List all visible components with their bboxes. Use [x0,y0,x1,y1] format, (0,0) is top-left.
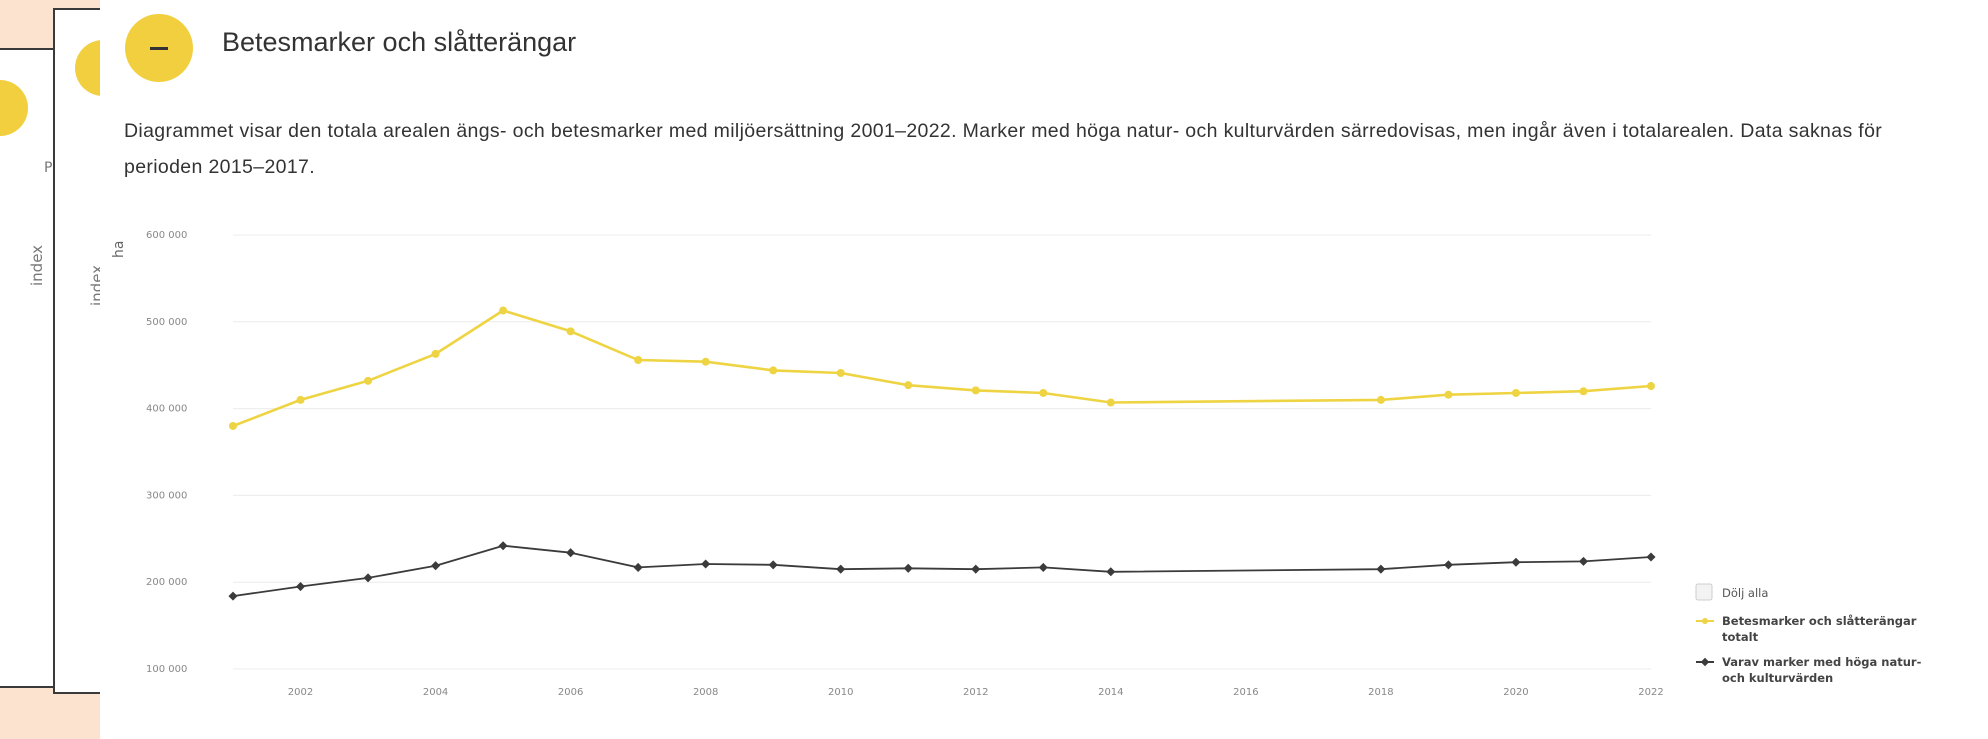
data-point-series-1[interactable] [1444,390,1453,399]
main-panel [100,0,1988,739]
data-point-series-2[interactable] [768,560,778,570]
hide-all-checkbox[interactable] [1695,583,1713,601]
data-point-series-1[interactable] [971,386,980,395]
y-tick-label: 600 000 [146,230,187,241]
data-point-series-1[interactable] [566,327,575,336]
minus-icon [150,47,168,50]
y-axis-label: ha [111,241,127,258]
legend-high-value-marker [1700,657,1710,667]
data-point-series-2[interactable] [1376,564,1386,574]
data-point-series-1[interactable] [431,349,440,358]
data-point-series-2[interactable] [566,548,576,558]
x-tick-label: 2018 [1368,687,1393,698]
data-point-series-2[interactable] [1106,567,1116,577]
data-point-series-2[interactable] [633,562,643,572]
x-tick-label: 2008 [693,687,718,698]
x-tick-label: 2014 [1098,687,1123,698]
series-line-2[interactable] [232,544,1652,597]
legend-item-total[interactable]: Betesmarker och slåtterängar totalt [1696,614,1920,644]
legend-item-high-value[interactable]: Varav marker med höga natur- och kulturv… [1696,655,1925,685]
data-point-series-2[interactable] [1443,560,1453,570]
data-point-series-2[interactable] [1646,552,1656,562]
x-tick-label: 2016 [1233,687,1258,698]
data-point-series-1[interactable] [1039,388,1048,397]
data-point-series-2[interactable] [903,563,913,573]
chart-grid [233,234,1651,670]
data-point-series-2[interactable] [498,541,508,551]
legend-total-label: Betesmarker och slåtterängar totalt [1722,614,1920,644]
x-tick-label: 2006 [558,687,583,698]
data-point-series-1[interactable] [1579,387,1588,396]
hide-all-label[interactable]: Dölj alla [1722,586,1768,600]
data-point-series-2[interactable] [1578,556,1589,566]
data-point-series-2[interactable] [295,582,306,592]
x-tick-label: 2012 [963,687,988,698]
data-point-series-1[interactable] [904,381,913,390]
chart-description: Diagrammet visar den totala arealen ängs… [124,120,1883,178]
y-tick-label: 500 000 [146,317,187,328]
background-letter-1: P [44,160,53,176]
data-point-series-1[interactable] [634,355,643,364]
y-axis-ticks: 100 000 200 000 300 000 400 000 500 000 600 0… [146,230,187,675]
legend-total-label-line2: totalt [1722,630,1759,644]
data-point-series-1[interactable] [229,421,237,430]
collapse-toggle-button[interactable] [125,14,193,82]
y-tick-label: 200 000 [146,577,187,588]
x-tick-label: 2022 [1638,687,1663,698]
data-point-series-2[interactable] [971,564,981,574]
data-point-series-2[interactable] [1511,557,1521,567]
x-tick-label: 2002 [288,687,313,698]
x-tick-label: 2010 [828,687,853,698]
data-point-series-1[interactable] [769,366,778,375]
data-point-series-1[interactable] [701,357,710,366]
data-point-series-1[interactable] [1376,395,1385,404]
data-point-series-2[interactable] [228,591,238,601]
x-tick-label: 2020 [1503,687,1528,698]
data-point-series-1[interactable] [364,376,373,385]
data-point-series-1[interactable] [1647,382,1655,391]
y-tick-label: 400 000 [146,404,187,415]
data-point-series-1[interactable] [296,395,305,404]
section-title: Betesmarker och slåtterängar [222,27,577,57]
data-point-series-1[interactable] [836,369,845,378]
data-point-series-1[interactable] [1106,398,1115,407]
data-point-series-2[interactable] [431,561,441,571]
legend-total-label-line1: Betesmarker och slåtterängar [1722,614,1917,628]
x-axis-ticks: 2002 2004 2006 2008 2010 2012 2014 2016 2018 2020… [288,687,1664,698]
data-point-series-1[interactable] [499,306,508,315]
chart-legend: Dölj alla Betesmarker och slåtterängar t… [1695,583,1925,685]
data-point-series-1[interactable] [1511,388,1520,397]
y-tick-label: 300 000 [146,490,187,501]
chart-series [228,306,1656,601]
data-point-series-2[interactable] [701,559,711,569]
y-tick-label: 100 000 [146,664,187,675]
legend-high-value-label-line2: och kulturvärden [1722,671,1833,685]
data-point-series-2[interactable] [836,564,846,574]
data-point-series-2[interactable] [363,573,373,583]
data-point-series-2[interactable] [1038,562,1048,572]
x-tick-label: 2004 [423,687,448,698]
legend-high-value-label: Varav marker med höga natur- och kulturv… [1722,655,1925,685]
legend-high-value-label-line1: Varav marker med höga natur- [1722,655,1922,669]
legend-total-marker [1702,618,1708,624]
